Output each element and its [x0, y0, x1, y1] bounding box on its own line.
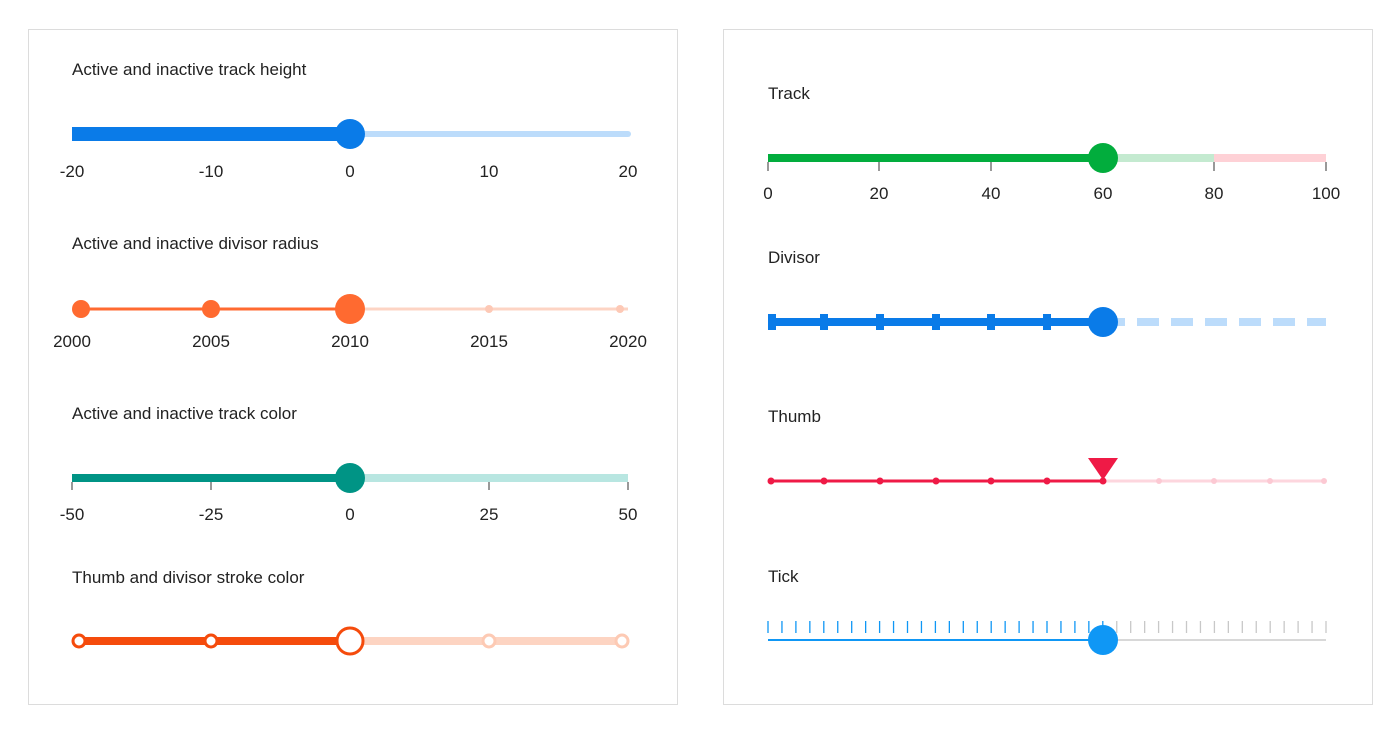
divisor: [820, 314, 828, 330]
tick-label: -10: [198, 162, 224, 181]
track-color-slider[interactable]: [29, 30, 679, 706]
tick-label: 20: [618, 162, 638, 181]
divisor-radius-slider[interactable]: [29, 30, 679, 706]
inactive-divisor: [1156, 478, 1162, 484]
inactive-divisor: [1267, 478, 1273, 484]
active-divisor: [203, 633, 219, 649]
slider-thumb: [1088, 143, 1118, 173]
tick-label: 60: [1093, 184, 1113, 203]
tick-label: 2000: [53, 332, 91, 351]
divisor: [932, 314, 940, 330]
inactive-track: [350, 474, 628, 482]
tick-label: 25: [479, 505, 499, 524]
tick-label: -50: [59, 505, 85, 524]
tick-label: 2010: [331, 332, 369, 351]
inactive-divisor: [614, 633, 630, 649]
tick-label: 0: [345, 162, 355, 181]
slider-thumb: [1088, 307, 1118, 337]
right-panel: Track 0 20 40 60 80 100 Divisor Thumb: [723, 29, 1373, 705]
active-divisor: [820, 477, 828, 485]
slider-title-stroke-color: Thumb and divisor stroke color: [72, 568, 305, 587]
tick-marks: [767, 621, 1327, 633]
slider-thumb: [335, 294, 365, 324]
tick-label: 2020: [609, 332, 647, 351]
slider-title-track-height: Active and inactive track height: [72, 60, 307, 79]
track-slider[interactable]: [724, 30, 1374, 706]
thumb-slider[interactable]: [724, 30, 1374, 706]
slider-title-divisor-radius: Active and inactive divisor radius: [72, 234, 319, 253]
active-divisor: [932, 477, 940, 485]
slider-title-track-color: Active and inactive track color: [72, 404, 297, 423]
tick-label: 80: [1204, 184, 1224, 203]
inactive-divisor: [1211, 478, 1217, 484]
tick-label: 0: [345, 505, 355, 524]
warning-track: [1214, 154, 1326, 162]
active-track: [72, 474, 350, 482]
tick-label: -20: [59, 162, 85, 181]
tick-label: 2015: [470, 332, 508, 351]
left-panel: Active and inactive track height -20 -10…: [28, 29, 678, 705]
active-divisor: [1043, 477, 1051, 485]
slider-title-tick: Tick: [768, 567, 799, 586]
active-divisor: [1099, 477, 1107, 485]
tick-label: 100: [1311, 184, 1341, 203]
active-track: [72, 127, 350, 141]
active-divisor: [987, 477, 995, 485]
inactive-divisor: [1321, 478, 1327, 484]
tick-label: 2005: [192, 332, 230, 351]
divisor: [1043, 314, 1051, 330]
slider-thumb: [335, 119, 365, 149]
slider-thumb: [335, 626, 365, 656]
tick-label: 0: [763, 184, 773, 203]
tick-label: 40: [981, 184, 1001, 203]
slider-thumb: [335, 463, 365, 493]
inactive-divisor: [481, 633, 497, 649]
tick-label: 10: [479, 162, 499, 181]
slider-thumb: [1088, 625, 1118, 655]
tick-label: -25: [198, 505, 224, 524]
tick-label: 20: [869, 184, 889, 203]
active-divisor: [72, 300, 90, 318]
active-divisor: [876, 477, 884, 485]
active-divisor: [202, 300, 220, 318]
track-height-slider[interactable]: [29, 30, 679, 706]
divisor: [876, 314, 884, 330]
stroke-color-slider[interactable]: [29, 30, 679, 706]
slider-title-thumb: Thumb: [768, 407, 821, 426]
inactive-track: [1103, 154, 1214, 162]
slider-thumb: [1088, 458, 1118, 480]
inactive-divisor: [616, 305, 624, 313]
divisor: [768, 314, 776, 330]
divisor-slider[interactable]: [724, 30, 1374, 706]
active-track: [768, 154, 1103, 162]
tick-slider[interactable]: [724, 30, 1374, 706]
slider-title-divisor: Divisor: [768, 248, 820, 267]
active-divisor: [767, 477, 775, 485]
slider-title-track: Track: [768, 84, 810, 103]
tick-label: 50: [618, 505, 638, 524]
inactive-divisor: [485, 305, 493, 313]
active-divisor: [71, 633, 87, 649]
divisor: [987, 314, 995, 330]
